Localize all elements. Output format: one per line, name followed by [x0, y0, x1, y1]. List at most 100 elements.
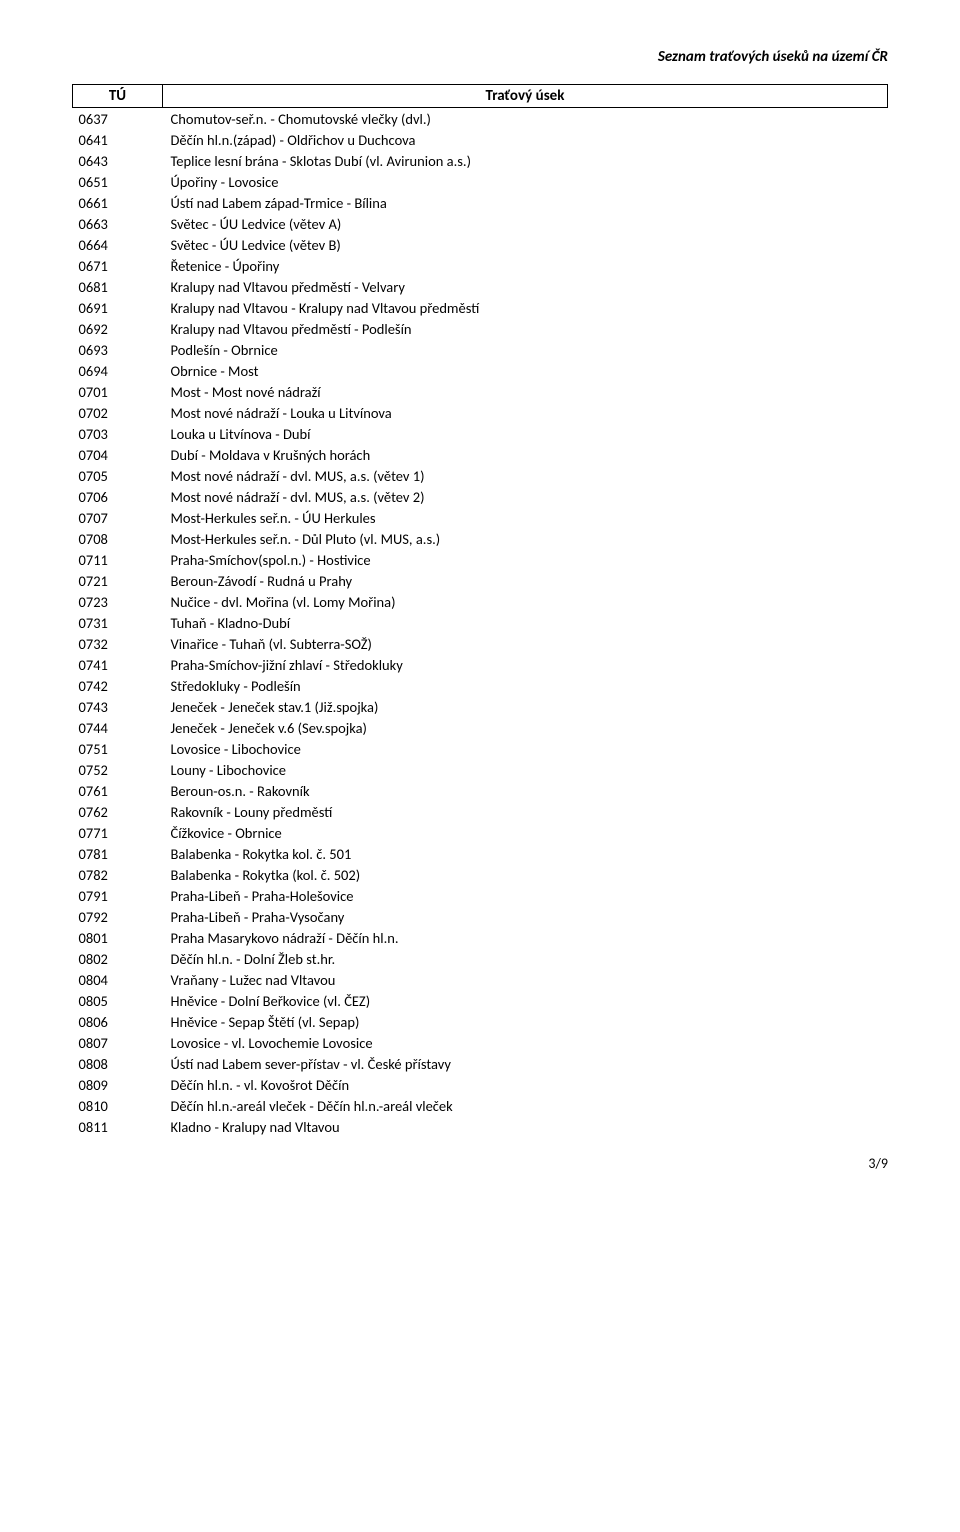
table-cell-desc: Beroun-os.n. - Rakovník [163, 780, 888, 801]
table-row: 0671Řetenice - Úpořiny [73, 255, 888, 276]
table-cell-desc: Kladno - Kralupy nad Vltavou [163, 1116, 888, 1137]
table-cell-code: 0701 [73, 381, 163, 402]
table-cell-desc: Lovosice - Libochovice [163, 738, 888, 759]
table-cell-code: 0801 [73, 927, 163, 948]
table-cell-desc: Jeneček - Jeneček v.6 (Sev.spojka) [163, 717, 888, 738]
table-cell-code: 0681 [73, 276, 163, 297]
table-cell-desc: Lovosice - vl. Lovochemie Lovosice [163, 1032, 888, 1053]
table-cell-code: 0771 [73, 822, 163, 843]
table-cell-desc: Balabenka - Rokytka (kol. č. 502) [163, 864, 888, 885]
table-row: 0681Kralupy nad Vltavou předměstí - Velv… [73, 276, 888, 297]
table-cell-desc: Most nové nádraží - Louka u Litvínova [163, 402, 888, 423]
table-cell-desc: Hněvice - Sepap Štětí (vl. Sepap) [163, 1011, 888, 1032]
table-cell-code: 0643 [73, 150, 163, 171]
table-cell-code: 0703 [73, 423, 163, 444]
table-row: 0806Hněvice - Sepap Štětí (vl. Sepap) [73, 1011, 888, 1032]
table-row: 0661Ústí nad Labem západ-Trmice - Bílina [73, 192, 888, 213]
table-cell-code: 0743 [73, 696, 163, 717]
table-row: 0805Hněvice - Dolní Beřkovice (vl. ČEZ) [73, 990, 888, 1011]
table-row: 0808Ústí nad Labem sever-přístav - vl. Č… [73, 1053, 888, 1074]
table-row: 0707Most-Herkules seř.n. - ÚU Herkules [73, 507, 888, 528]
table-cell-code: 0691 [73, 297, 163, 318]
table-row: 0663Světec - ÚU Ledvice (větev A) [73, 213, 888, 234]
table-cell-code: 0802 [73, 948, 163, 969]
table-row: 0802Děčín hl.n. - Dolní Žleb st.hr. [73, 948, 888, 969]
table-row: 0771Čížkovice - Obrnice [73, 822, 888, 843]
table-row: 0791Praha-Libeň - Praha-Holešovice [73, 885, 888, 906]
table-cell-desc: Vraňany - Lužec nad Vltavou [163, 969, 888, 990]
table-row: 0708Most-Herkules seř.n. - Důl Pluto (vl… [73, 528, 888, 549]
table-cell-code: 0791 [73, 885, 163, 906]
table-cell-desc: Hněvice - Dolní Beřkovice (vl. ČEZ) [163, 990, 888, 1011]
table-row: 0751Lovosice - Libochovice [73, 738, 888, 759]
table-cell-code: 0782 [73, 864, 163, 885]
table-cell-desc: Most-Herkules seř.n. - ÚU Herkules [163, 507, 888, 528]
table-row: 0792Praha-Libeň - Praha-Vysočany [73, 906, 888, 927]
table-cell-desc: Ústí nad Labem sever-přístav - vl. České… [163, 1053, 888, 1074]
table-cell-desc: Čížkovice - Obrnice [163, 822, 888, 843]
table-row: 0811Kladno - Kralupy nad Vltavou [73, 1116, 888, 1137]
table-cell-desc: Kralupy nad Vltavou předměstí - Velvary [163, 276, 888, 297]
table-cell-code: 0809 [73, 1074, 163, 1095]
table-row: 0731Tuhaň - Kladno-Dubí [73, 612, 888, 633]
table-row: 0741Praha-Smíchov-jižní zhlaví - Středok… [73, 654, 888, 675]
table-cell-code: 0805 [73, 990, 163, 1011]
table-cell-desc: Praha-Smíchov-jižní zhlaví - Středokluky [163, 654, 888, 675]
table-cell-code: 0804 [73, 969, 163, 990]
table-cell-code: 0671 [73, 255, 163, 276]
table-row: 0761Beroun-os.n. - Rakovník [73, 780, 888, 801]
table-cell-desc: Teplice lesní brána - Sklotas Dubí (vl. … [163, 150, 888, 171]
table-cell-code: 0744 [73, 717, 163, 738]
table-cell-code: 0732 [73, 633, 163, 654]
table-row: 0721Beroun-Závodí - Rudná u Prahy [73, 570, 888, 591]
table-header-row: TÚ Traťový úsek [73, 85, 888, 108]
table-cell-desc: Praha-Libeň - Praha-Holešovice [163, 885, 888, 906]
table-cell-desc: Děčín hl.n. - vl. Kovošrot Děčín [163, 1074, 888, 1095]
table-row: 0702Most nové nádraží - Louka u Litvínov… [73, 402, 888, 423]
table-row: 0694Obrnice - Most [73, 360, 888, 381]
table-cell-desc: Nučice - dvl. Mořina (vl. Lomy Mořina) [163, 591, 888, 612]
table-row: 0804Vraňany - Lužec nad Vltavou [73, 969, 888, 990]
page-header-title: Seznam traťových úseků na území ČR [72, 48, 888, 66]
table-cell-desc: Obrnice - Most [163, 360, 888, 381]
table-cell-code: 0651 [73, 171, 163, 192]
table-row: 0743Jeneček - Jeneček stav.1 (Již.spojka… [73, 696, 888, 717]
table-row: 0781Balabenka - Rokytka kol. č. 501 [73, 843, 888, 864]
table-cell-desc: Dubí - Moldava v Krušných horách [163, 444, 888, 465]
table-row: 0641Děčín hl.n.(západ) - Oldřichov u Duc… [73, 129, 888, 150]
table-cell-desc: Světec - ÚU Ledvice (větev A) [163, 213, 888, 234]
table-row: 0782Balabenka - Rokytka (kol. č. 502) [73, 864, 888, 885]
page-footer: 3/9 [72, 1155, 888, 1172]
table-cell-desc: Tuhaň - Kladno-Dubí [163, 612, 888, 633]
table-cell-code: 0641 [73, 129, 163, 150]
table-header-desc: Traťový úsek [163, 85, 888, 108]
table-cell-code: 0807 [73, 1032, 163, 1053]
table-row: 0732Vinařice - Tuhaň (vl. Subterra-SOŽ) [73, 633, 888, 654]
table-cell-code: 0637 [73, 108, 163, 130]
table-cell-desc: Řetenice - Úpořiny [163, 255, 888, 276]
table-cell-desc: Most-Herkules seř.n. - Důl Pluto (vl. MU… [163, 528, 888, 549]
table-cell-desc: Balabenka - Rokytka kol. č. 501 [163, 843, 888, 864]
table-row: 0651Úpořiny - Lovosice [73, 171, 888, 192]
table-cell-desc: Jeneček - Jeneček stav.1 (Již.spojka) [163, 696, 888, 717]
table-cell-code: 0751 [73, 738, 163, 759]
table-row: 0705Most nové nádraží - dvl. MUS, a.s. (… [73, 465, 888, 486]
table-cell-code: 0742 [73, 675, 163, 696]
table-cell-code: 0721 [73, 570, 163, 591]
table-row: 0701Most - Most nové nádraží [73, 381, 888, 402]
table-row: 0664Světec - ÚU Ledvice (větev B) [73, 234, 888, 255]
table-row: 0711Praha-Smíchov(spol.n.) - Hostivice [73, 549, 888, 570]
table-row: 0691Kralupy nad Vltavou - Kralupy nad Vl… [73, 297, 888, 318]
table-cell-code: 0663 [73, 213, 163, 234]
table-cell-desc: Děčín hl.n.(západ) - Oldřichov u Duchcov… [163, 129, 888, 150]
table-cell-desc: Chomutov-seř.n. - Chomutovské vlečky (dv… [163, 108, 888, 130]
table-cell-desc: Louka u Litvínova - Dubí [163, 423, 888, 444]
table-cell-code: 0707 [73, 507, 163, 528]
table-cell-code: 0752 [73, 759, 163, 780]
track-sections-table: TÚ Traťový úsek 0637Chomutov-seř.n. - Ch… [72, 84, 888, 1137]
table-row: 0637Chomutov-seř.n. - Chomutovské vlečky… [73, 108, 888, 130]
table-cell-desc: Louny - Libochovice [163, 759, 888, 780]
table-cell-desc: Děčín hl.n. - Dolní Žleb st.hr. [163, 948, 888, 969]
table-cell-desc: Most nové nádraží - dvl. MUS, a.s. (věte… [163, 465, 888, 486]
table-cell-desc: Ústí nad Labem západ-Trmice - Bílina [163, 192, 888, 213]
